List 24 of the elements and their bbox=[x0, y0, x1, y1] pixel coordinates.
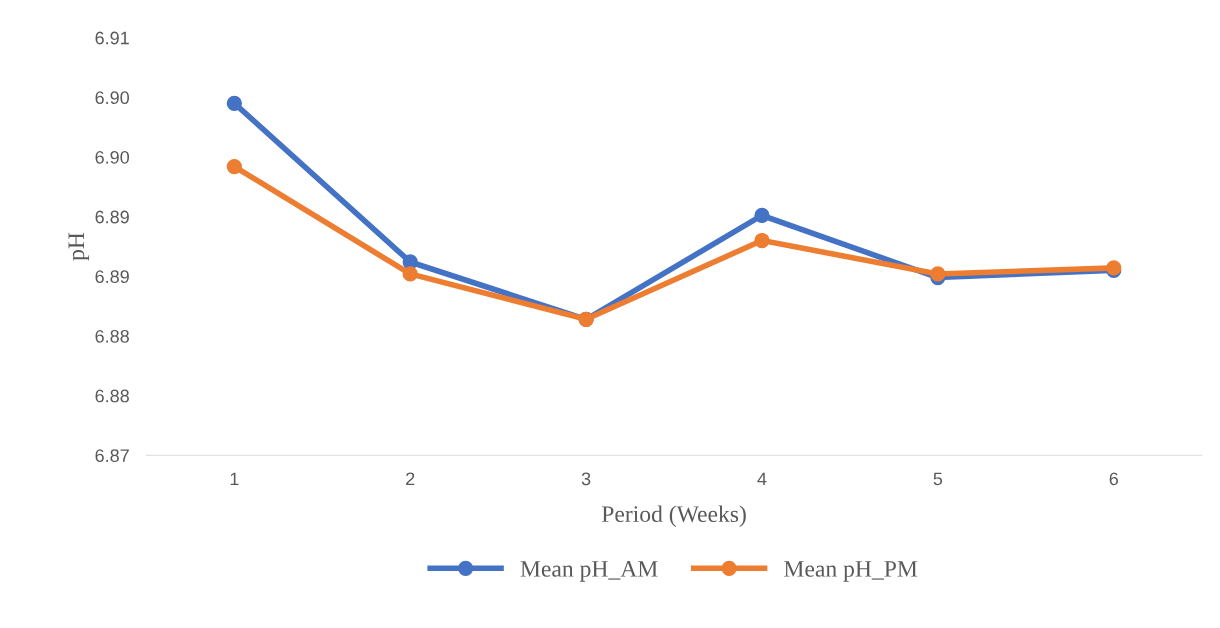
y-tick-label: 6.88 bbox=[95, 329, 129, 343]
x-tick-label: 4 bbox=[757, 472, 767, 486]
x-tick-label: 6 bbox=[1109, 472, 1118, 486]
legend-label: Mean pH_AM bbox=[520, 561, 658, 582]
point bbox=[226, 95, 242, 111]
point bbox=[930, 266, 946, 282]
y-tick-label: 6.91 bbox=[95, 31, 129, 45]
y-axis-title: pH bbox=[68, 232, 90, 261]
y-tick-label: 6.88 bbox=[95, 389, 129, 403]
y-tick-label: 6.90 bbox=[95, 91, 130, 105]
point bbox=[754, 207, 770, 224]
y-tick-label: 6.89 bbox=[95, 270, 129, 284]
y-tick-label: 6.90 bbox=[95, 150, 130, 164]
x-axis-title: Period (Weeks) bbox=[601, 505, 746, 527]
point bbox=[402, 266, 418, 282]
x-tick-label: 3 bbox=[581, 472, 591, 486]
y-tick-label: 6.87 bbox=[95, 449, 129, 463]
point bbox=[226, 158, 242, 175]
point bbox=[754, 232, 770, 249]
y-tick-label: 6.89 bbox=[95, 210, 129, 224]
x-tick-label: 2 bbox=[406, 472, 415, 486]
x-tick-label: 1 bbox=[230, 472, 239, 486]
x-tick-label: 5 bbox=[933, 472, 943, 486]
legend-label: Mean pH_PM bbox=[784, 561, 918, 582]
